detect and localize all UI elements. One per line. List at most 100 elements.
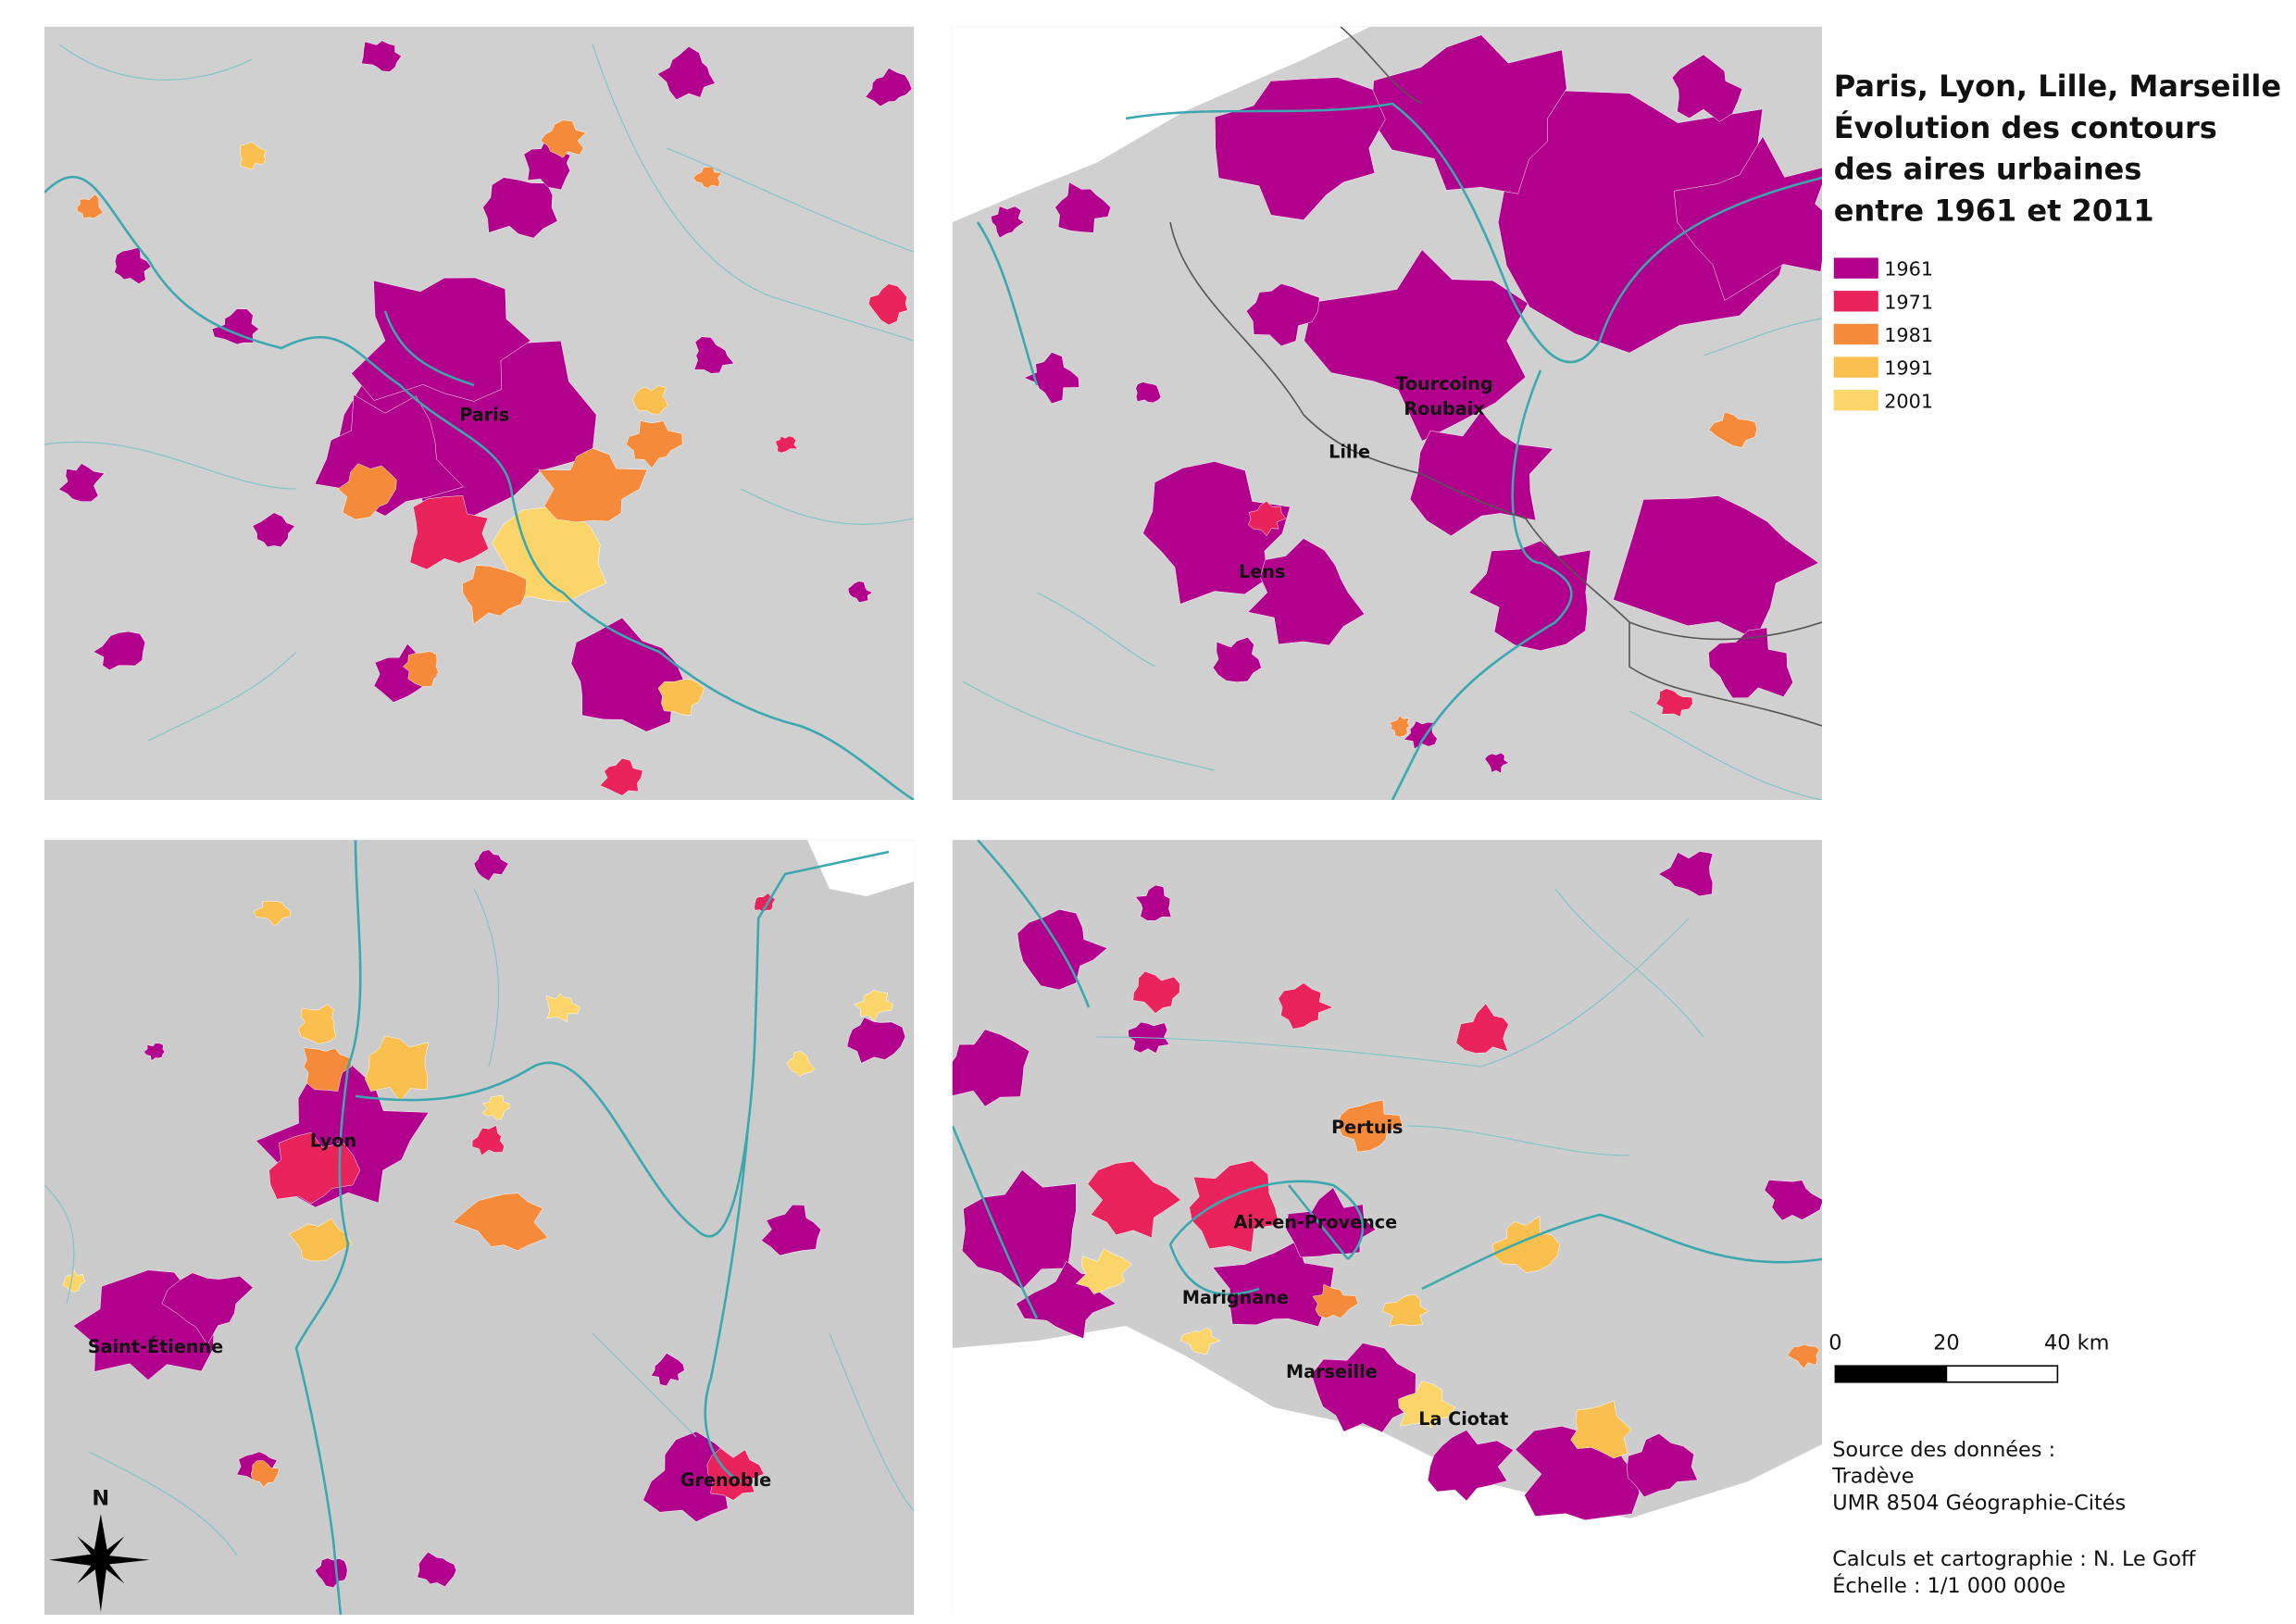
scale-label: 0 (1828, 1331, 1841, 1355)
urban-area (1278, 982, 1334, 1030)
source-line: Source des données : (1832, 1438, 2055, 1462)
urban-area (540, 119, 587, 158)
legend-swatch (1833, 257, 1878, 279)
urban-area (1673, 135, 1822, 301)
urban-area (1304, 249, 1529, 442)
north-arrow: N (48, 1487, 150, 1612)
urban-area (1247, 538, 1366, 646)
title-line: Évolution des contours (1834, 110, 2217, 145)
legend-label: 1981 (1884, 324, 1933, 346)
urban-area (1455, 1003, 1509, 1054)
title-line: entre 1961 et 2011 (1834, 193, 2154, 228)
city-label: Grenoble (680, 1469, 771, 1491)
sea (952, 26, 1370, 222)
city-label: Aix-en-Provence (1233, 1211, 1397, 1232)
urban-area (1708, 411, 1758, 448)
title: Paris, Lyon, Lille, Marseille Évolution … (1834, 69, 2281, 228)
urban-area (1484, 752, 1510, 774)
scale-label: 20 (1933, 1331, 1960, 1355)
city-label: Marseille (1286, 1361, 1378, 1382)
urban-area (1075, 1248, 1132, 1294)
city-label: Lyon (310, 1130, 356, 1151)
urban-area (1409, 410, 1554, 537)
legend: 1961 1971 1981 1991 2001 (1833, 257, 1933, 412)
urban-area (288, 1218, 353, 1262)
urban-area (337, 463, 397, 520)
urban-area (240, 142, 267, 170)
urban-area (846, 1017, 906, 1064)
urban-area (1054, 181, 1111, 233)
urban-area (1017, 908, 1108, 991)
urban-area (1764, 1180, 1822, 1221)
urban-area (93, 631, 146, 670)
urban-area (761, 1205, 822, 1256)
urban-area (473, 849, 509, 881)
scale-label: 40 km (2044, 1331, 2109, 1355)
urban-area (481, 1094, 510, 1120)
urban-area (471, 1125, 505, 1156)
urban-area (1787, 1343, 1820, 1369)
urban-area (1179, 1327, 1221, 1355)
urban-area (58, 463, 106, 503)
urban-area (1286, 1187, 1377, 1258)
urban-area (538, 447, 648, 523)
urban-area (1398, 1380, 1456, 1428)
urban-area (786, 1051, 816, 1077)
urban-area (1658, 851, 1714, 897)
urban-area (650, 1353, 685, 1387)
urban-area (462, 565, 527, 625)
urban-area (1212, 637, 1262, 682)
urban-area (693, 167, 723, 189)
urban-area (1215, 77, 1386, 220)
urban-area (161, 1272, 254, 1345)
sea (952, 1326, 1822, 1615)
urban-area (1627, 1433, 1698, 1498)
urban-area (297, 1004, 337, 1044)
urban-area (303, 1047, 352, 1092)
source-line: UMR 8504 Géographie-Cités (1832, 1491, 2126, 1515)
source-line: Tradève (1831, 1465, 1914, 1489)
urban-area (1135, 381, 1162, 404)
urban-area (211, 308, 259, 345)
urban-area (1312, 1284, 1359, 1319)
urban-area (952, 1029, 1030, 1107)
urban-area (144, 1043, 166, 1062)
urban-area (570, 617, 685, 732)
city-label: Pertuis (1331, 1117, 1403, 1138)
urban-area (62, 1268, 86, 1293)
urban-area (1491, 1215, 1561, 1273)
legend-swatch (1833, 291, 1878, 312)
urban-area (250, 1460, 281, 1488)
legend-label: 1961 (1884, 258, 1933, 281)
urban-area (252, 512, 295, 547)
source: Source des données : Tradève UMR 8504 Gé… (1831, 1438, 2196, 1598)
north-label: N (92, 1487, 109, 1511)
legend-label: 1971 (1884, 291, 1933, 313)
urban-areas (58, 34, 1822, 1588)
legend-swatch (1833, 323, 1878, 345)
city-label: Marignane (1182, 1287, 1289, 1308)
urban-area (961, 1169, 1077, 1290)
urban-area (1087, 1160, 1181, 1239)
urban-area (1403, 720, 1438, 750)
city-label: Saint-Étienne (88, 1336, 223, 1357)
urban-area (599, 757, 643, 796)
urban-area (854, 989, 893, 1022)
source-line: Calculs et cartographie : N. Le Goff (1832, 1547, 2196, 1571)
urban-area (364, 1035, 430, 1102)
urban-area (403, 651, 439, 687)
urban-area (545, 993, 580, 1023)
urban-area (693, 336, 735, 374)
city-label: Lille (1329, 441, 1370, 462)
title-line: des aires urbaines (1834, 152, 2142, 187)
city-label: Roubaix (1404, 398, 1485, 419)
urban-area (482, 177, 558, 239)
legend-label: 2001 (1884, 390, 1933, 412)
urban-area (1381, 1294, 1429, 1327)
city-labels: Paris Tourcoing Roubaix Lille Lens Lyon … (88, 373, 1508, 1491)
urban-area (268, 1131, 361, 1205)
urban-area (1671, 54, 1743, 122)
urban-area (632, 385, 668, 416)
